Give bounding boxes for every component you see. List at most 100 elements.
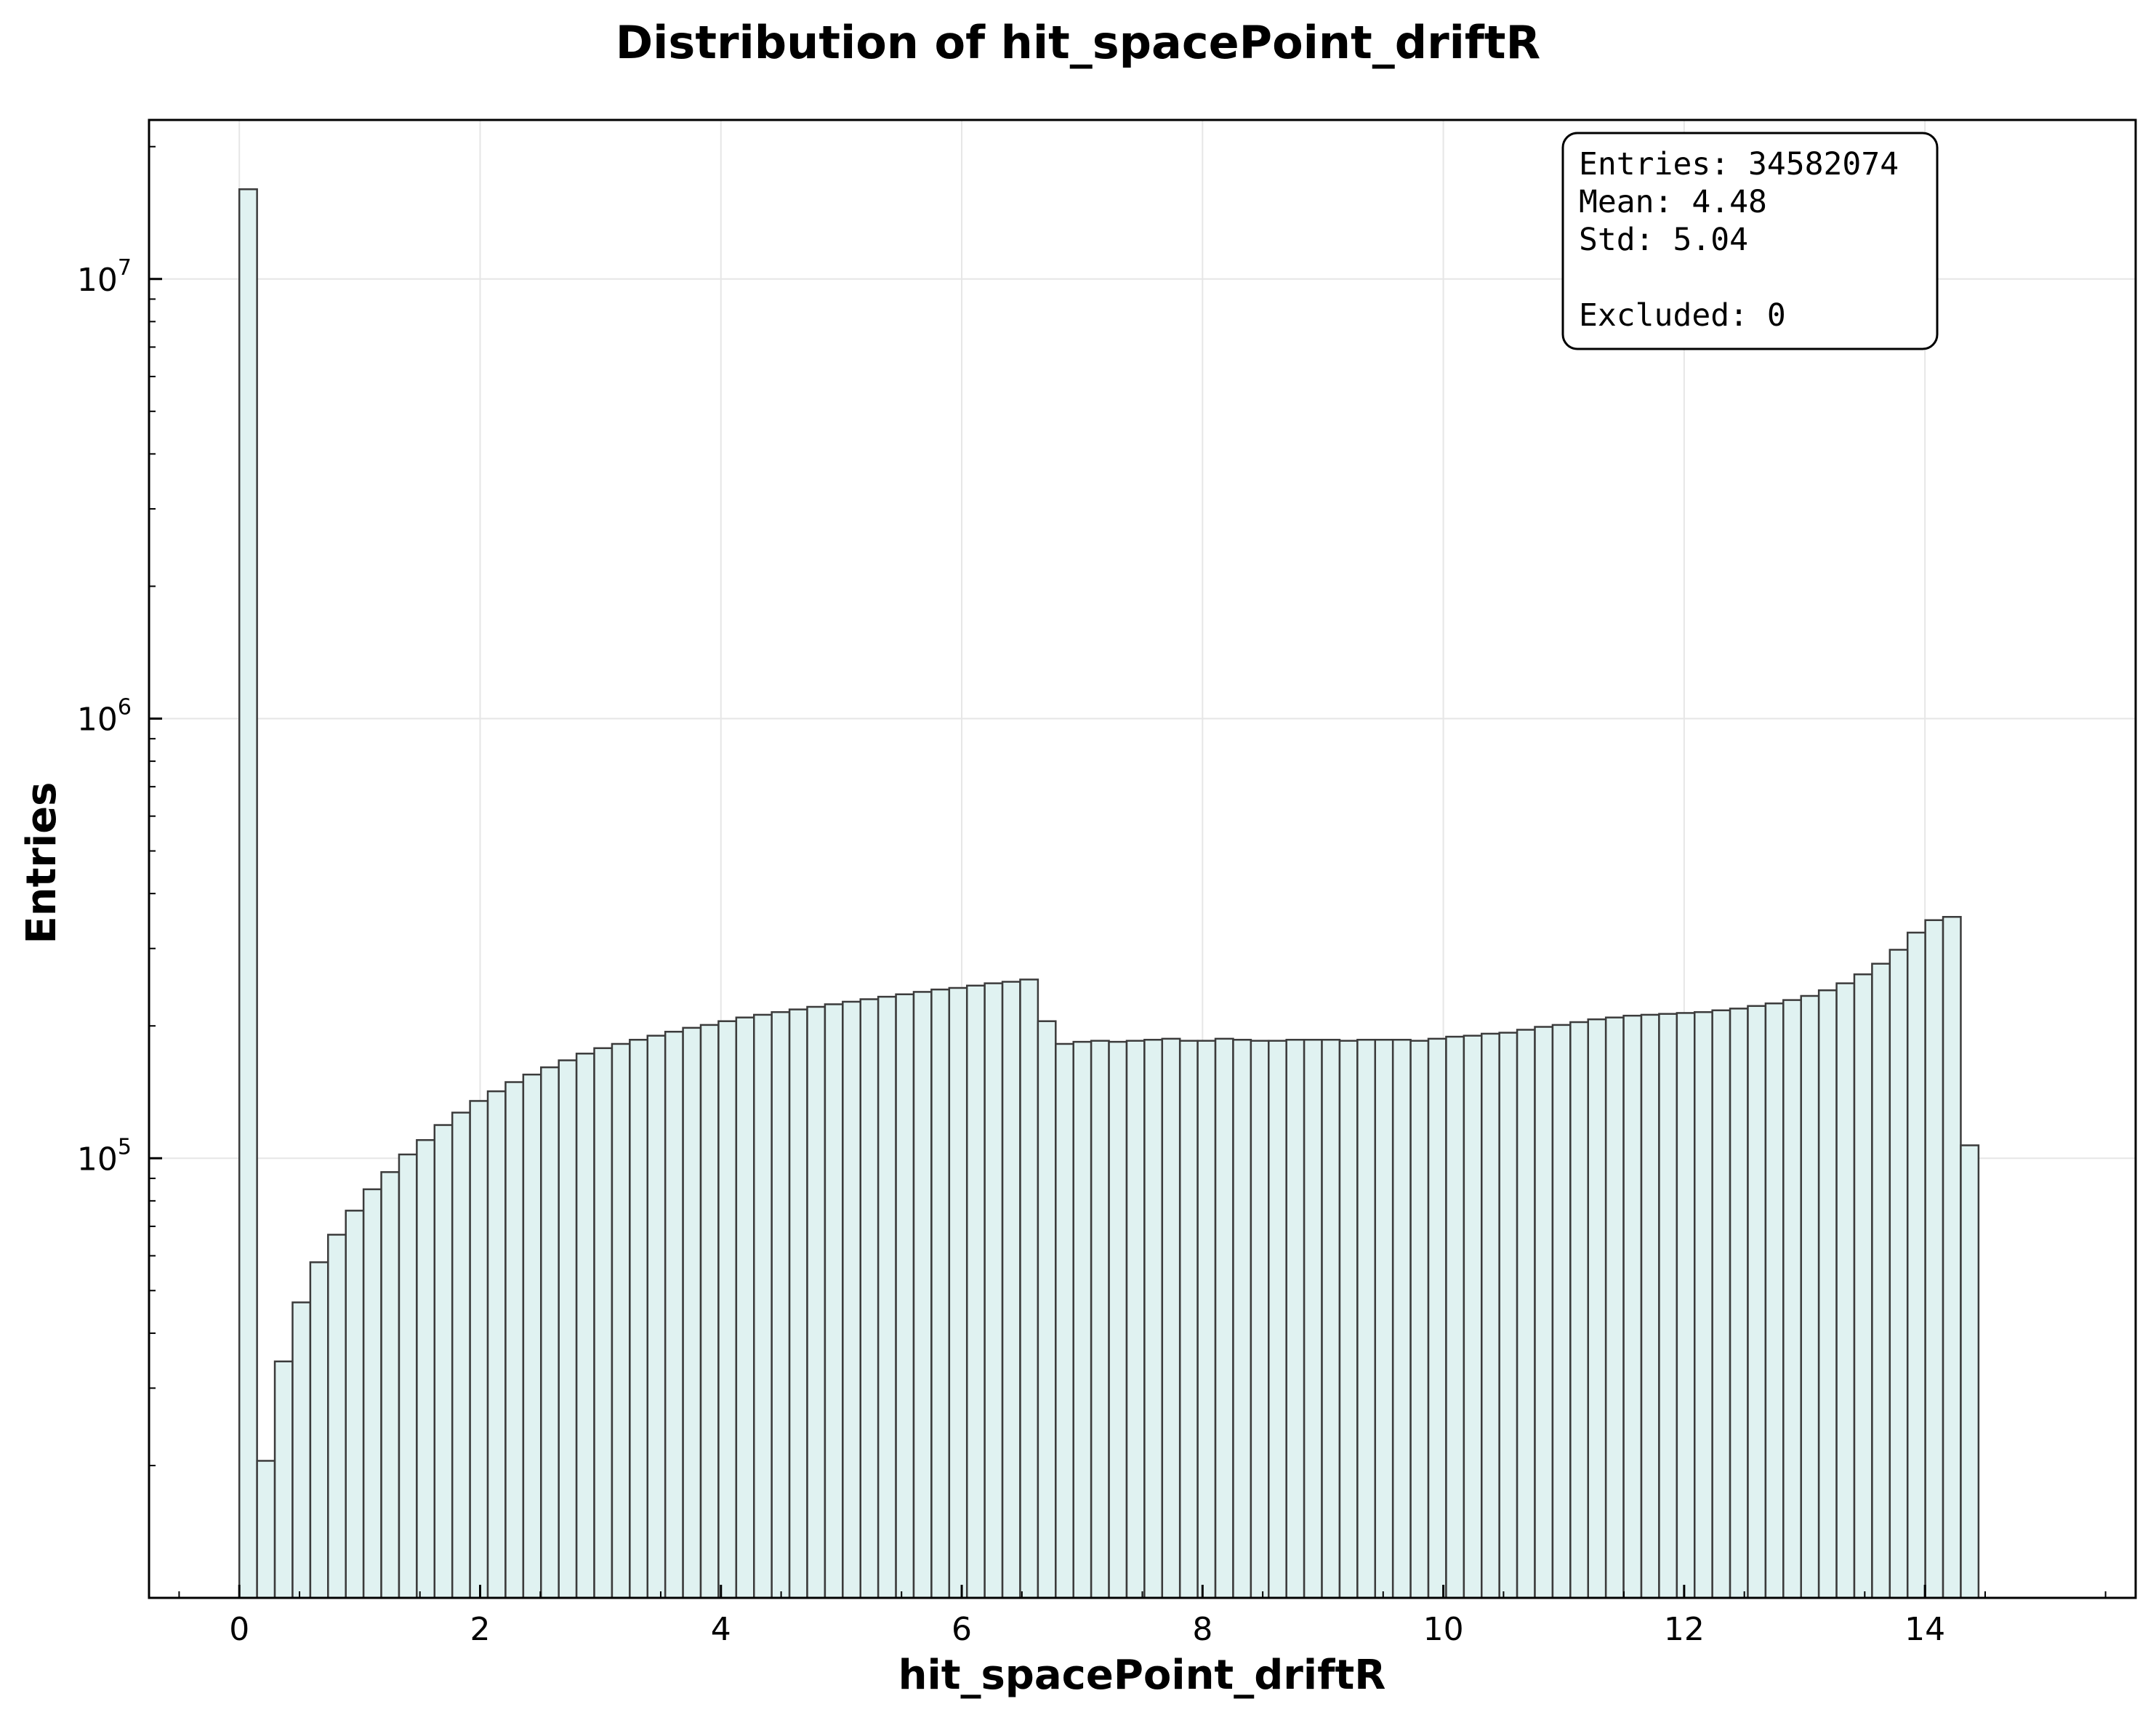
histogram-bar [1161, 1037, 1181, 1599]
histogram-bar [1747, 1005, 1767, 1599]
histogram-bar [1481, 1032, 1500, 1599]
histogram-bar [611, 1042, 631, 1599]
histogram-bar [593, 1047, 614, 1599]
stats-box-frame [1561, 132, 1939, 350]
stats-box: Entries: 34582074 Mean: 4.48 Std: 5.04 E… [1561, 132, 1939, 350]
y-tick-exponent: 5 [118, 1134, 132, 1160]
y-tick-base: 10 [77, 262, 118, 299]
histogram-bar [1853, 973, 1873, 1599]
histogram-bar [1374, 1039, 1394, 1599]
histogram-bar [1232, 1039, 1252, 1599]
histogram-bar [1143, 1039, 1164, 1599]
x-tick-label: 10 [1423, 1611, 1464, 1648]
x-tick-label: 14 [1904, 1611, 1945, 1648]
histogram-bar [1090, 1040, 1110, 1599]
histogram-bar [1463, 1034, 1483, 1599]
histogram-bar [717, 1020, 738, 1599]
histogram-bar [1871, 963, 1891, 1599]
histogram-bar [345, 1210, 365, 1599]
histogram-bar [1125, 1040, 1146, 1599]
histogram-bar [1640, 1013, 1660, 1599]
histogram-bar [433, 1124, 454, 1599]
histogram-bar [1587, 1018, 1607, 1599]
histogram-bar [1888, 949, 1909, 1599]
histogram-bar [416, 1138, 436, 1599]
histogram-bar [788, 1008, 808, 1599]
stats-mean: Mean: 4.48 [1579, 184, 1767, 220]
histogram-bar [1693, 1010, 1713, 1599]
histogram-bar [682, 1026, 702, 1599]
histogram-bar [1604, 1016, 1625, 1599]
histogram-bar [1321, 1039, 1341, 1599]
x-tick-label: 12 [1664, 1611, 1705, 1648]
histogram-bar [771, 1010, 791, 1599]
histogram-bar [629, 1039, 649, 1599]
histogram-bar [912, 991, 933, 1599]
histogram-bar [1924, 919, 1944, 1599]
histogram-bar [1214, 1037, 1234, 1599]
histogram-bar [1498, 1032, 1519, 1599]
y-tick-base: 10 [77, 702, 118, 739]
histogram-bar [238, 188, 258, 1599]
histogram-bar [1817, 989, 1838, 1599]
stats-excluded: Excluded: 0 [1579, 297, 1786, 334]
histogram-bar [1569, 1021, 1590, 1599]
histogram-bar [1019, 978, 1039, 1599]
histogram-bar [575, 1053, 595, 1599]
histogram-bar [1800, 994, 1820, 1599]
histogram-bar [1711, 1009, 1731, 1599]
histogram-bar [1534, 1026, 1554, 1599]
histogram-bar [1906, 931, 1926, 1599]
histogram-bar [646, 1034, 667, 1599]
histogram-bars [238, 188, 1980, 1599]
histogram-bar [1391, 1039, 1412, 1599]
histogram-bar [558, 1059, 578, 1599]
y-tick-label: 106 [77, 695, 132, 739]
histogram-bar [504, 1081, 525, 1599]
x-tick-label: 6 [952, 1611, 972, 1648]
y-axis-label: Entries [18, 781, 65, 944]
chart-title: Distribution of hit_spacePoint_driftR [616, 16, 1541, 69]
x-tick-label: 0 [229, 1611, 249, 1648]
y-tick-label: 105 [77, 1134, 132, 1178]
y-tick-exponent: 7 [118, 255, 132, 281]
histogram-bar [895, 993, 915, 1599]
histogram-bar [327, 1234, 347, 1599]
histogram-bar [1960, 1144, 1980, 1599]
histogram-bar [273, 1360, 294, 1599]
y-tick-base: 10 [77, 1141, 118, 1178]
histogram-bar [1285, 1039, 1306, 1599]
histogram-bar [1835, 982, 1856, 1599]
histogram-bar [859, 998, 880, 1599]
histogram-bar [380, 1171, 401, 1599]
histogram-bar [948, 986, 968, 1599]
histogram-bar [1108, 1040, 1128, 1599]
histogram-bar [1072, 1040, 1093, 1599]
histogram-bar [486, 1090, 507, 1599]
y-tick-label: 107 [77, 255, 132, 299]
histogram-bar [1409, 1040, 1430, 1599]
stats-std: Std: 5.04 [1579, 222, 1748, 258]
histogram-bar [451, 1112, 471, 1599]
histogram-bar [1338, 1040, 1359, 1599]
histogram-bar [930, 988, 951, 1599]
histogram-bar [1729, 1008, 1749, 1599]
x-axis-ticks: 0 2 4 6 8 10 12 14 [178, 1585, 2107, 1648]
histogram-bar [1445, 1035, 1465, 1599]
histogram-bar [309, 1261, 329, 1599]
histogram-bar [1427, 1037, 1447, 1599]
histogram-bar [1676, 1012, 1696, 1599]
histogram-bar [1622, 1014, 1643, 1599]
histogram-bar [1782, 999, 1802, 1599]
histogram-bar [398, 1153, 418, 1599]
histogram-bar [1001, 981, 1021, 1599]
x-tick-label: 8 [1192, 1611, 1212, 1648]
histogram-bar [540, 1066, 560, 1599]
histogram-bar [1178, 1040, 1199, 1599]
histogram-bar [806, 1005, 826, 1599]
histogram-bar [1250, 1040, 1270, 1599]
histogram-bar [1516, 1029, 1536, 1599]
x-tick-label: 4 [711, 1611, 731, 1648]
